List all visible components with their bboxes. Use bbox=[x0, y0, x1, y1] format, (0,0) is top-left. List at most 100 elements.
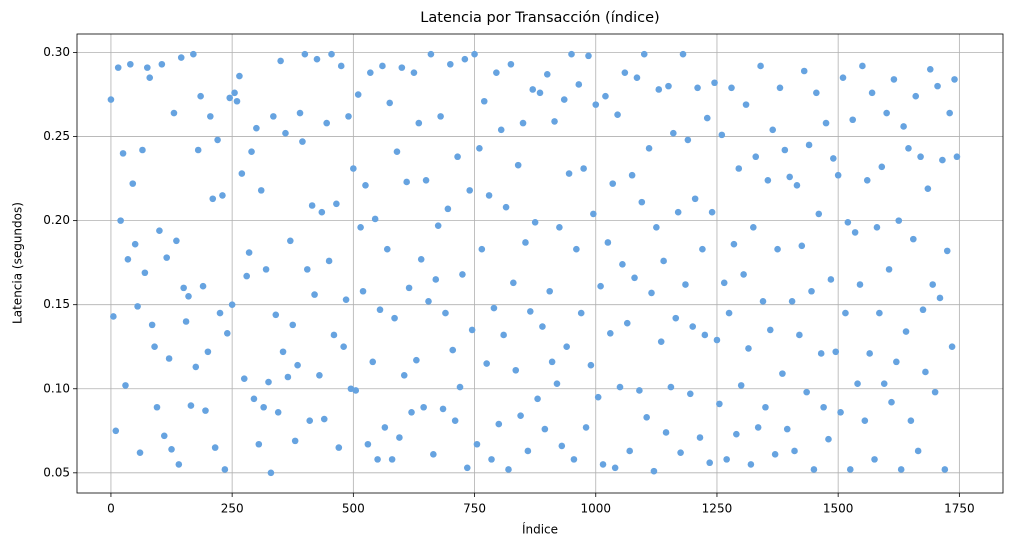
point bbox=[548, 358, 556, 366]
point bbox=[170, 109, 178, 117]
point bbox=[897, 466, 905, 473]
point bbox=[917, 153, 924, 161]
point bbox=[885, 266, 893, 273]
point bbox=[893, 358, 900, 366]
point bbox=[381, 424, 389, 431]
point bbox=[223, 329, 231, 337]
point bbox=[948, 343, 956, 351]
point bbox=[657, 338, 665, 345]
point bbox=[362, 182, 369, 189]
point bbox=[214, 136, 221, 144]
point bbox=[299, 138, 306, 145]
point bbox=[291, 437, 299, 445]
y-tick-label: 0.10 bbox=[43, 381, 70, 395]
point bbox=[282, 129, 289, 137]
point bbox=[873, 224, 881, 231]
point bbox=[493, 69, 500, 76]
point bbox=[599, 461, 607, 468]
point bbox=[255, 440, 263, 448]
y-tick-label: 0.25 bbox=[43, 129, 70, 143]
point bbox=[408, 408, 415, 416]
point bbox=[805, 141, 813, 149]
point bbox=[231, 89, 238, 97]
point bbox=[228, 301, 236, 308]
point bbox=[912, 92, 920, 100]
point bbox=[769, 126, 777, 134]
point bbox=[396, 434, 403, 441]
point bbox=[165, 355, 173, 362]
point bbox=[939, 156, 946, 164]
point bbox=[400, 372, 408, 379]
point bbox=[430, 451, 437, 458]
point bbox=[660, 257, 667, 265]
point bbox=[648, 289, 655, 297]
point bbox=[219, 192, 226, 199]
point bbox=[151, 343, 158, 351]
point bbox=[740, 271, 747, 278]
point bbox=[723, 456, 730, 463]
point bbox=[796, 331, 803, 339]
point bbox=[267, 469, 275, 477]
point bbox=[434, 222, 442, 229]
point bbox=[725, 309, 733, 317]
point bbox=[849, 116, 857, 124]
point bbox=[844, 219, 852, 226]
point bbox=[127, 60, 134, 68]
point bbox=[311, 291, 318, 298]
point bbox=[742, 101, 750, 108]
point bbox=[856, 281, 864, 288]
point bbox=[946, 109, 953, 117]
point bbox=[655, 86, 663, 93]
point bbox=[364, 440, 372, 448]
point bbox=[480, 97, 488, 105]
point bbox=[468, 326, 476, 334]
point bbox=[623, 319, 631, 327]
point bbox=[752, 153, 760, 161]
y-tick-label: 0.05 bbox=[43, 465, 70, 479]
point bbox=[323, 119, 330, 127]
point bbox=[929, 281, 937, 288]
point bbox=[451, 417, 459, 425]
point bbox=[686, 390, 694, 398]
point bbox=[691, 195, 699, 203]
point bbox=[645, 145, 653, 152]
point bbox=[410, 69, 418, 76]
y-tick-label: 0.30 bbox=[43, 45, 70, 59]
point bbox=[112, 427, 120, 435]
x-tick-label: 1000 bbox=[580, 502, 611, 516]
point bbox=[182, 318, 190, 325]
point bbox=[376, 306, 384, 314]
point bbox=[667, 383, 675, 391]
point bbox=[924, 185, 932, 192]
point bbox=[800, 67, 808, 75]
point bbox=[294, 361, 301, 369]
point bbox=[951, 76, 958, 83]
point bbox=[463, 464, 471, 472]
point bbox=[597, 282, 604, 290]
point bbox=[185, 292, 192, 300]
point bbox=[488, 456, 495, 463]
y-axis-label: Latencia (segundos) bbox=[11, 202, 25, 324]
point bbox=[204, 348, 212, 356]
point bbox=[531, 219, 539, 226]
point bbox=[279, 348, 287, 356]
point bbox=[497, 126, 505, 134]
point bbox=[682, 281, 689, 288]
point bbox=[272, 311, 280, 319]
point bbox=[926, 66, 934, 73]
point bbox=[180, 284, 187, 292]
point bbox=[393, 148, 401, 155]
point bbox=[900, 123, 907, 130]
point bbox=[444, 205, 452, 213]
point bbox=[345, 113, 352, 120]
point bbox=[803, 388, 810, 396]
point bbox=[611, 464, 619, 472]
point bbox=[820, 403, 827, 411]
point bbox=[359, 287, 367, 295]
point bbox=[781, 146, 789, 154]
point bbox=[779, 370, 786, 377]
point bbox=[233, 97, 241, 105]
point bbox=[568, 50, 575, 58]
point bbox=[713, 336, 721, 344]
